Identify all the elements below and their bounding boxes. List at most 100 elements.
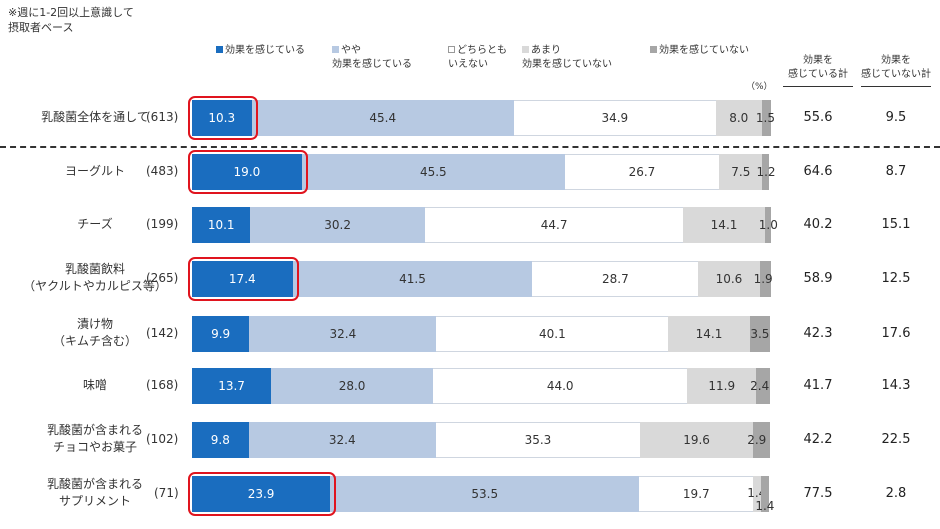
total-effective: 55.6: [803, 110, 833, 125]
bar-value-label: 3.5: [750, 327, 770, 341]
category-label: ヨーグルト: [20, 163, 170, 180]
category-label: 乳酸菌が含まれる サプリメント: [20, 476, 170, 510]
legend-label-line2: 効果を感じている: [332, 59, 412, 70]
bar-segment: 11.9: [687, 368, 757, 404]
bar-value-label: 35.3: [524, 433, 552, 447]
total-effective: 64.6: [803, 164, 833, 179]
bar-segment: 34.9: [513, 100, 716, 136]
legend-item-1: 効果を感じている: [216, 44, 305, 58]
legend-swatch: [650, 46, 657, 53]
legend-label: やや: [341, 45, 361, 56]
total-not-effective: 15.1: [881, 217, 911, 232]
bar-value-label: 26.7: [628, 165, 656, 179]
bar-value-label: 10.1: [207, 218, 235, 232]
category-label-line: 乳酸菌が含まれる: [46, 423, 143, 437]
bar-segment: 17.4: [192, 261, 293, 297]
base-note-line2: 摂取者ベース: [8, 21, 74, 34]
bar-segment: 10.1: [192, 207, 251, 243]
bar-value-label: 1.4: [755, 499, 775, 513]
bar-value-label: 9.9: [211, 327, 231, 341]
bar-segment: 28.7: [532, 261, 699, 297]
bar-segment: 10.6: [698, 261, 760, 297]
bar-segment: 1.5: [756, 100, 775, 136]
legend-item-5: 効果を感じていない: [650, 44, 749, 58]
legend-label-line2: 効果を感じていない: [522, 59, 612, 70]
bar-value-label: 40.1: [539, 327, 566, 341]
bar-segment: 14.1: [668, 316, 750, 352]
bar-segment: 40.1: [436, 316, 669, 352]
bar-value-label: 17.4: [228, 272, 256, 286]
bar-segment: [761, 476, 770, 512]
total-effective: 77.5: [803, 486, 833, 501]
bar-segment: 32.4: [249, 316, 437, 352]
bar-segment: 30.2: [250, 207, 425, 243]
bar-value-label: 14.1: [695, 327, 723, 341]
category-label: チーズ: [20, 216, 170, 233]
category-label: 漬け物 （キムチ含む）: [20, 316, 170, 350]
bar-segment: 2.4: [750, 368, 770, 404]
bar-value-label: 8.0: [729, 111, 749, 125]
bar-segment: 45.4: [251, 100, 514, 136]
sample-size: (265): [146, 271, 179, 285]
category-label: 乳酸菌飲料 （ヤクルトやカルピス等）: [20, 261, 170, 295]
bar-value-label: 7.5: [731, 165, 751, 179]
summary-header-rule-effective: [783, 86, 853, 87]
bar-value-label: 23.9: [247, 487, 275, 501]
bar-value-label: 11.9: [708, 379, 736, 393]
bar-value-label: 32.4: [329, 327, 357, 341]
bar-segment: 28.0: [271, 368, 433, 404]
bar-segment: 44.0: [433, 368, 688, 404]
bar-segment: 35.3: [435, 422, 640, 458]
bar-value-label: 1.2: [756, 165, 776, 179]
bar-value-label: 45.5: [419, 165, 447, 179]
category-label-line: チーズ: [77, 216, 113, 231]
total-not-effective: 2.8: [885, 486, 907, 501]
highlight-box: [188, 472, 337, 516]
bar-segment: 8.0: [715, 100, 762, 136]
bar-segment: 41.5: [292, 261, 533, 297]
bar-segment: 2.9: [747, 422, 770, 458]
total-effective: 58.9: [803, 271, 833, 286]
legend-item-2: やや効果を感じている: [332, 44, 412, 72]
legend-item-4: あまり 効果を感じていない: [522, 44, 612, 72]
category-label-line: ヨーグルト: [64, 163, 125, 178]
category-label-line: 乳酸菌飲料: [64, 262, 125, 276]
unit-label: （%）: [746, 82, 773, 92]
category-label-line: （キムチ含む）: [52, 334, 137, 348]
bar-segment: 32.4: [248, 422, 436, 458]
bar-value-label: 28.0: [338, 379, 366, 393]
bar-segment: 19.7: [639, 476, 754, 512]
bar-segment: 19.0: [192, 154, 302, 190]
total-effective: 42.2: [803, 432, 833, 447]
legend-item-3: どちらとも いえない: [448, 44, 507, 72]
sample-size: (71): [154, 486, 179, 500]
bar-value-label: 53.5: [471, 487, 499, 501]
legend-swatch: [522, 46, 529, 53]
bar-value-label: 32.4: [328, 433, 356, 447]
legend-label-line2: いえない: [448, 59, 488, 70]
bar-segment: 26.7: [564, 154, 720, 190]
bar-value-label: 44.0: [546, 379, 574, 393]
bar-segment: 23.9: [192, 476, 331, 512]
bar-value-label: 1.5: [755, 111, 775, 125]
category-label-line: 乳酸菌全体を通して: [41, 109, 149, 124]
summary-header-effective: 効果を 感じている計: [788, 55, 848, 80]
legend-label: 効果を感じていない: [659, 45, 749, 56]
total-effective: 41.7: [803, 378, 833, 393]
bar-segment: 7.5: [719, 154, 763, 190]
legend-label: 効果を感じている: [225, 45, 305, 56]
summary-header-not-effective: 効果を 感じていない計: [861, 55, 931, 80]
highlight-box: [188, 96, 258, 140]
sample-size: (199): [146, 217, 179, 231]
bar-value-label: 2.4: [750, 379, 770, 393]
total-not-effective: 14.3: [881, 378, 911, 393]
bar-value-label: 9.8: [210, 433, 230, 447]
bar-segment: 1.0: [759, 207, 778, 243]
bar-value-label: 2.9: [747, 433, 767, 447]
total-not-effective: 22.5: [881, 432, 911, 447]
bar-segment: 44.7: [424, 207, 684, 243]
total-effective: 42.3: [803, 326, 833, 341]
bar-value-label: 19.6: [683, 433, 710, 447]
bar-value-label: 1.0: [758, 218, 778, 232]
legend-swatch: [332, 46, 339, 53]
